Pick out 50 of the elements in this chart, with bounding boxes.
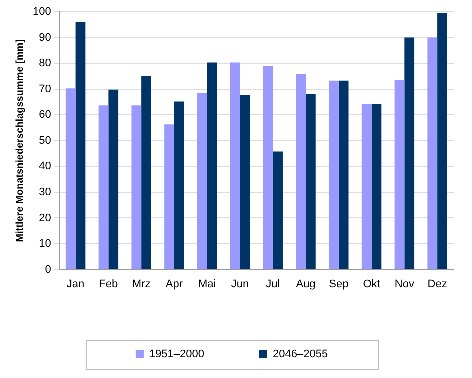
bar	[240, 96, 250, 270]
y-tick-label: 10	[39, 238, 52, 250]
bar	[329, 80, 339, 270]
x-tick-label: Jun	[231, 278, 250, 290]
bar	[76, 22, 86, 270]
legend-label: 1951–2000	[149, 348, 205, 361]
x-tick-label: Jan	[66, 278, 85, 290]
y-tick-label: 100	[32, 6, 52, 18]
y-tick-label: 30	[39, 186, 52, 198]
x-tick-label: Nov	[394, 278, 415, 290]
x-tick-label: Apr	[166, 278, 184, 290]
bar	[174, 102, 184, 270]
x-tick-label: Dez	[428, 278, 448, 290]
bar	[428, 38, 438, 270]
x-tick-label: Sep	[329, 278, 349, 290]
bar	[108, 90, 119, 270]
bar	[98, 106, 109, 270]
x-tick-label: Mai	[198, 278, 216, 290]
y-tick-label: 20	[39, 212, 52, 224]
y-tick-label: 90	[39, 32, 52, 44]
y-tick-label: 50	[39, 134, 52, 147]
x-tick-label: Jul	[266, 278, 280, 290]
bar	[404, 38, 415, 270]
x-tick-label: Feb	[99, 278, 118, 290]
x-tick-label: Mrz	[132, 278, 151, 290]
bar	[438, 13, 448, 270]
bar	[372, 104, 382, 270]
bar	[164, 124, 174, 270]
bar	[273, 152, 283, 270]
legend-label: 2046–2055	[273, 348, 328, 361]
bar	[338, 80, 349, 270]
bar	[263, 66, 274, 270]
y-tick-label: 40	[39, 160, 52, 173]
bar	[197, 92, 208, 270]
bar	[296, 74, 306, 270]
x-tick-label: Okt	[363, 278, 380, 290]
y-axis-title: Mittlere Monatsniederschlagssumme [mm]	[14, 39, 26, 242]
bar	[306, 94, 316, 270]
y-tick-label: 70	[39, 83, 52, 96]
bar	[142, 76, 152, 270]
bar	[66, 88, 76, 270]
bar	[362, 104, 372, 270]
y-tick-label: 80	[39, 58, 52, 70]
bar	[230, 62, 240, 270]
x-tick-label: Aug	[296, 278, 316, 290]
y-tick-label: 60	[39, 109, 52, 122]
bar	[132, 106, 142, 270]
bar	[394, 80, 405, 270]
bar	[207, 62, 218, 270]
y-tick-label: 0	[45, 264, 52, 276]
